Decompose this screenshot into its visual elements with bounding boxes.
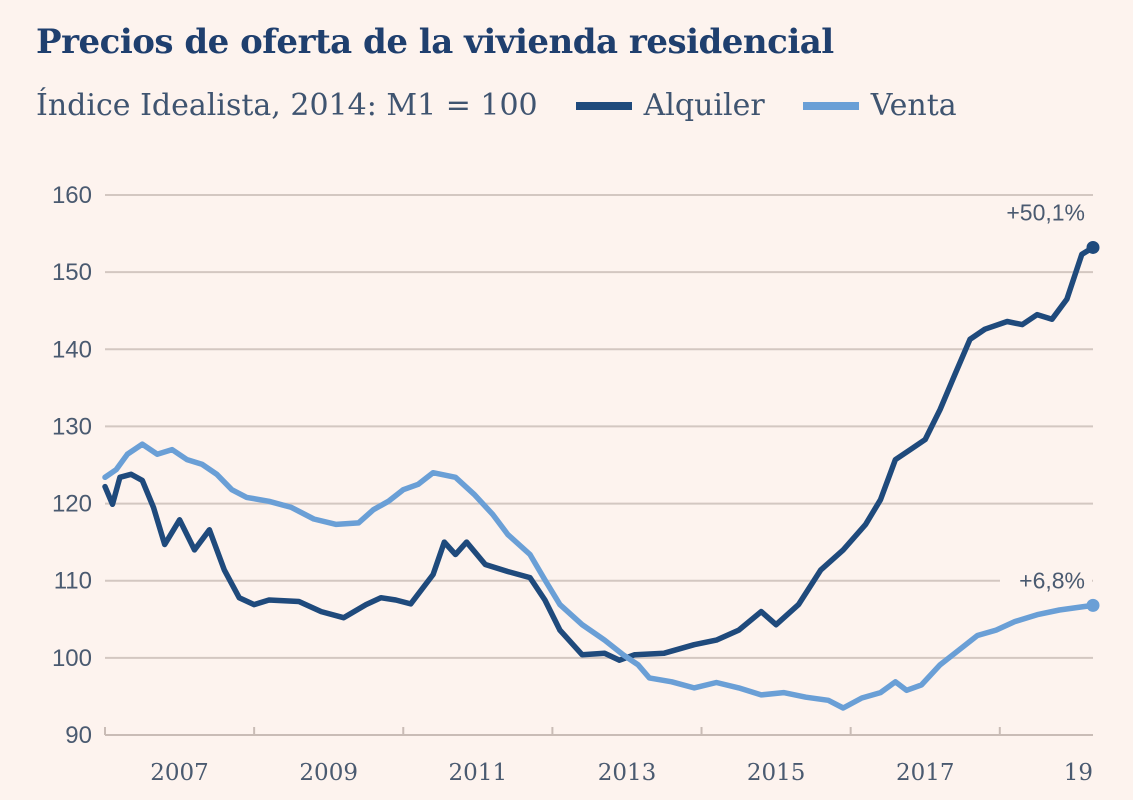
chart-subtitle-row: Índice Idealista, 2014: M1 = 100 Alquile… (36, 88, 957, 123)
y-tick-label: 140 (52, 336, 92, 363)
y-tick-label: 90 (65, 722, 92, 749)
y-tick-label: 120 (52, 491, 92, 518)
legend-swatch-venta (802, 101, 859, 110)
x-tick-label: 2007 (150, 760, 209, 786)
y-tick-label: 130 (52, 413, 92, 440)
end-label-venta: +6,8% (1019, 567, 1085, 593)
x-tick-label: 2013 (598, 760, 657, 786)
series-line-venta (102, 441, 1096, 711)
x-tick-label: 19 (1064, 760, 1093, 786)
series-end-marker-alquiler (1086, 240, 1100, 254)
y-tick-label: 160 (52, 182, 92, 209)
y-tick-label: 150 (52, 259, 92, 286)
end-label-alquiler: +50,1% (1006, 199, 1085, 225)
legend-item-venta: Venta (802, 88, 957, 123)
series-line-alquiler (102, 244, 1096, 663)
legend-swatch-alquiler (575, 101, 632, 110)
y-tick-label: 100 (52, 645, 92, 672)
x-tick-label: 2011 (449, 760, 508, 786)
chart-subtitle: Índice Idealista, 2014: M1 = 100 (36, 88, 538, 123)
end-label-background (1000, 566, 1092, 595)
legend-label-alquiler: Alquiler (643, 88, 765, 123)
legend-label-venta: Venta (870, 88, 957, 123)
legend-item-alquiler: Alquiler (575, 88, 765, 123)
y-tick-label: 110 (54, 568, 92, 595)
x-tick-label: 2017 (896, 760, 955, 786)
x-tick-label: 2009 (299, 760, 358, 786)
chart-title: Precios de oferta de la vivienda residen… (36, 22, 834, 62)
x-tick-label: 2015 (747, 760, 806, 786)
series-end-marker-venta (1086, 598, 1100, 612)
